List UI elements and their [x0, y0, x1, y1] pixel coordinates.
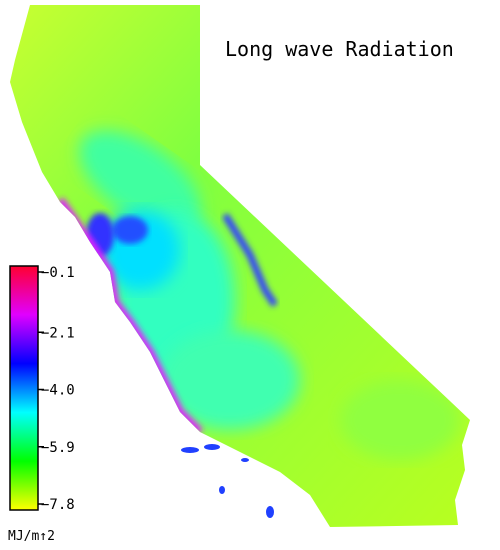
- colorbar-unit: MJ/m↑2: [8, 529, 55, 544]
- colorbar-tick-label: −7.8: [41, 497, 75, 513]
- radiation-field: [56, 130, 460, 460]
- colorbar-tick-label: −4.0: [41, 383, 75, 399]
- map-title: Long wave Radiation: [225, 37, 454, 61]
- colorbar-tick-label: −5.9: [41, 440, 75, 456]
- colorbar: [9, 265, 39, 511]
- california-map: [10, 5, 470, 527]
- colorbar-tick-label: −0.1: [41, 265, 75, 281]
- islands: [181, 444, 274, 518]
- colorbar-tick-label: −2.1: [41, 325, 75, 341]
